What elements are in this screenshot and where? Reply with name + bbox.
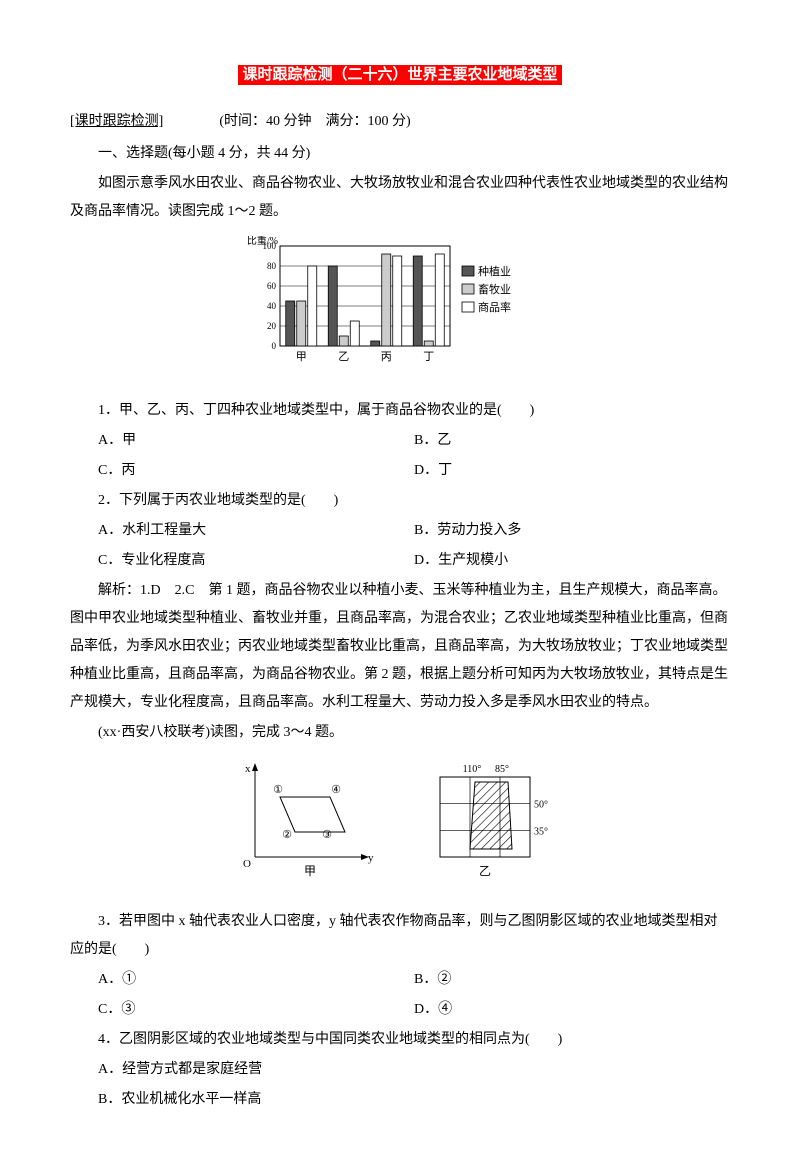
page-title: 课时跟踪检测（二十六）世界主要农业地域类型 (70, 60, 730, 90)
intro-1: 如图示意季风水田农业、商品谷物农业、大牧场放牧业和混合农业四种代表性农业地域类型… (70, 170, 730, 226)
q2-opt-b: B．劳动力投入多 (414, 517, 730, 545)
svg-text:乙: 乙 (479, 864, 491, 878)
q4-opt-a: A．经营方式都是家庭经营 (98, 1056, 730, 1084)
meta-line: [课时跟踪检测] (时间：40 分钟 满分：100 分) (70, 108, 730, 136)
q2-opt-c: C．专业化程度高 (98, 547, 414, 575)
q2-opt-d: D．生产规模小 (414, 547, 730, 575)
svg-text:丁: 丁 (423, 351, 434, 363)
svg-text:40: 40 (267, 301, 277, 311)
meta-prefix: [课时跟踪检测] (70, 114, 163, 129)
svg-text:种植业: 种植业 (478, 264, 511, 278)
q2-opt-a: A．水利工程量大 (98, 517, 414, 545)
q1-opt-b: B．乙 (414, 427, 730, 455)
svg-text:商品率: 商品率 (478, 300, 511, 314)
svg-text:110°: 110° (463, 764, 482, 775)
q3-opt-a: A．① (98, 966, 414, 994)
svg-text:甲: 甲 (304, 864, 316, 878)
diagram-pair-figure: x y O ① ④ ② ③ 甲 110° 85° 50° 35° 乙 (70, 757, 730, 898)
svg-text:20: 20 (267, 321, 277, 331)
q1-opt-c: C．丙 (98, 457, 414, 485)
svg-text:35°: 35° (534, 826, 548, 837)
q3-opt-c: C．③ (98, 996, 414, 1024)
q2-options: A．水利工程量大 B．劳动力投入多 C．专业化程度高 D．生产规模小 (98, 517, 730, 577)
svg-text:50°: 50° (534, 800, 548, 811)
svg-text:①: ① (273, 784, 283, 796)
diagram-right-svg: 110° 85° 50° 35° 乙 (420, 757, 570, 887)
q4-options: A．经营方式都是家庭经营 B．农业机械化水平一样高 (98, 1056, 730, 1116)
svg-text:y: y (368, 852, 374, 864)
svg-text:x: x (245, 763, 251, 775)
q3-options: A．① B．② C．③ D．④ (98, 966, 730, 1026)
svg-text:②: ② (282, 829, 292, 841)
svg-text:丙: 丙 (381, 351, 392, 363)
intro-2: (xx·西安八校联考)读图，完成 3～4 题。 (70, 719, 730, 747)
q3-stem: 3．若甲图中 x 轴代表农业人口密度，y 轴代表农作物商品率，则与乙图阴影区域的… (70, 908, 730, 964)
svg-text:80: 80 (267, 261, 277, 271)
svg-text:O: O (243, 858, 251, 870)
svg-text:④: ④ (331, 784, 341, 796)
title-text: 课时跟踪检测（二十六）世界主要农业地域类型 (238, 65, 561, 85)
q2-stem: 2．下列属于丙农业地域类型的是( ) (70, 487, 730, 515)
svg-text:畜牧业: 畜牧业 (478, 282, 511, 296)
q1-opt-d: D．丁 (414, 457, 730, 485)
diagram-left-svg: x y O ① ④ ② ③ 甲 (230, 757, 380, 887)
q3-opt-b: B．② (414, 966, 730, 994)
meta-info: (时间：40 分钟 满分：100 分) (219, 114, 410, 129)
svg-text:甲: 甲 (296, 351, 307, 363)
bar-chart-figure: 比重/%020406080100甲乙丙丁种植业畜牧业商品率 (70, 236, 730, 387)
q1-opt-a: A．甲 (98, 427, 414, 455)
q3-opt-d: D．④ (414, 996, 730, 1024)
q1-stem: 1．甲、乙、丙、丁四种农业地域类型中，属于商品谷物农业的是( ) (70, 397, 730, 425)
q4-stem: 4．乙图阴影区域的农业地域类型与中国同类农业地域类型的相同点为( ) (70, 1026, 730, 1054)
bar-chart-svg: 比重/%020406080100甲乙丙丁种植业畜牧业商品率 (240, 236, 560, 376)
q4-opt-b: B．农业机械化水平一样高 (98, 1086, 730, 1114)
svg-text:乙: 乙 (338, 350, 349, 363)
section-heading: 一、选择题(每小题 4 分，共 44 分) (70, 140, 730, 168)
q1-options: A．甲 B．乙 C．丙 D．丁 (98, 427, 730, 487)
svg-text:100: 100 (263, 241, 277, 251)
svg-text:60: 60 (267, 281, 277, 291)
svg-text:0: 0 (272, 341, 277, 351)
svg-text:85°: 85° (495, 764, 509, 775)
explain-1: 解析：1.D 2.C 第 1 题，商品谷物农业以种植小麦、玉米等种植业为主，且生… (70, 577, 730, 717)
svg-text:③: ③ (322, 829, 332, 841)
